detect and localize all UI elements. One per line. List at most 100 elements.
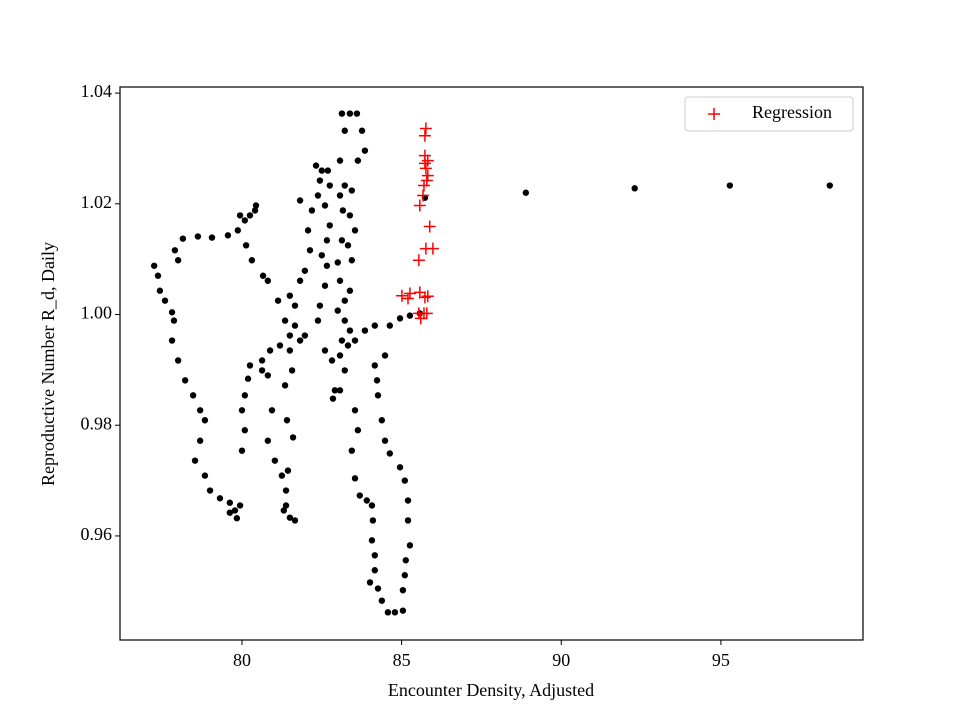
point <box>238 407 246 414</box>
plus-marker <box>708 108 720 120</box>
point <box>278 472 286 479</box>
y-tick-label: 1.02 <box>81 192 113 212</box>
point <box>266 347 274 354</box>
point <box>371 567 378 574</box>
point <box>168 309 176 316</box>
point <box>291 322 299 329</box>
point <box>348 447 356 454</box>
point <box>189 392 197 399</box>
point <box>331 387 339 394</box>
point <box>341 297 348 304</box>
point <box>234 227 242 234</box>
point <box>351 407 359 414</box>
point <box>348 187 356 194</box>
plus-marker <box>421 169 434 182</box>
point <box>288 367 296 374</box>
plus-marker <box>412 254 425 267</box>
point <box>174 357 182 364</box>
point <box>283 417 291 424</box>
point <box>401 477 409 484</box>
point <box>351 227 359 234</box>
point <box>402 557 409 564</box>
point <box>406 312 414 319</box>
point <box>386 322 394 329</box>
point <box>281 317 289 324</box>
point <box>344 342 352 349</box>
point <box>341 182 348 189</box>
x-axis-label: Encounter Density, Adjusted <box>388 680 594 700</box>
point <box>361 327 369 334</box>
point <box>384 609 392 616</box>
point <box>201 417 209 424</box>
plus-marker <box>413 199 426 212</box>
point <box>374 392 382 399</box>
point <box>318 167 325 174</box>
point <box>241 427 249 434</box>
point <box>301 332 309 339</box>
point <box>361 147 369 154</box>
y-tick-label: 0.98 <box>81 413 113 433</box>
legend-label: Regression <box>752 102 832 122</box>
point <box>316 177 324 184</box>
point <box>381 437 389 444</box>
plus-marker <box>418 291 431 304</box>
point <box>241 217 249 224</box>
x-tick-label: 90 <box>552 650 570 670</box>
point <box>296 337 304 344</box>
point <box>328 357 336 364</box>
point <box>281 382 289 389</box>
point <box>194 233 202 240</box>
plus-marker <box>420 307 433 320</box>
point <box>179 235 187 242</box>
point <box>336 387 344 394</box>
point <box>289 434 297 441</box>
point <box>378 417 386 424</box>
y-tick-label: 0.96 <box>81 524 113 544</box>
point <box>224 232 232 239</box>
point <box>334 259 341 266</box>
point <box>363 497 371 504</box>
point <box>368 502 376 509</box>
point <box>346 287 354 294</box>
point <box>826 182 833 189</box>
point <box>161 297 169 304</box>
point <box>346 110 354 117</box>
point <box>354 427 362 434</box>
point <box>308 207 316 214</box>
point <box>371 362 378 369</box>
point <box>358 127 366 134</box>
point <box>216 495 224 502</box>
point <box>366 579 374 586</box>
point <box>258 357 266 364</box>
point <box>321 202 329 209</box>
point <box>326 182 333 189</box>
y-tick-label: 1.00 <box>81 303 113 323</box>
plus-marker <box>421 290 434 303</box>
point <box>336 277 344 284</box>
point <box>378 597 386 604</box>
y-axis-label: Reproductive Number R_d, Daily <box>38 242 58 486</box>
point <box>371 322 378 329</box>
plus-marker <box>418 157 431 170</box>
point <box>391 609 399 616</box>
point <box>168 337 176 344</box>
point <box>323 237 331 244</box>
point <box>312 162 320 169</box>
point <box>329 395 337 402</box>
point <box>154 272 162 279</box>
plus-marker <box>419 122 432 135</box>
point <box>346 327 354 334</box>
point <box>296 197 304 204</box>
plus-marker <box>421 154 434 167</box>
point <box>271 457 279 464</box>
point <box>296 277 304 284</box>
point <box>396 315 404 322</box>
point <box>241 392 249 399</box>
point <box>196 437 204 444</box>
point <box>246 362 254 369</box>
point <box>291 517 299 524</box>
point <box>191 457 199 464</box>
point <box>321 347 329 354</box>
point <box>264 372 272 379</box>
